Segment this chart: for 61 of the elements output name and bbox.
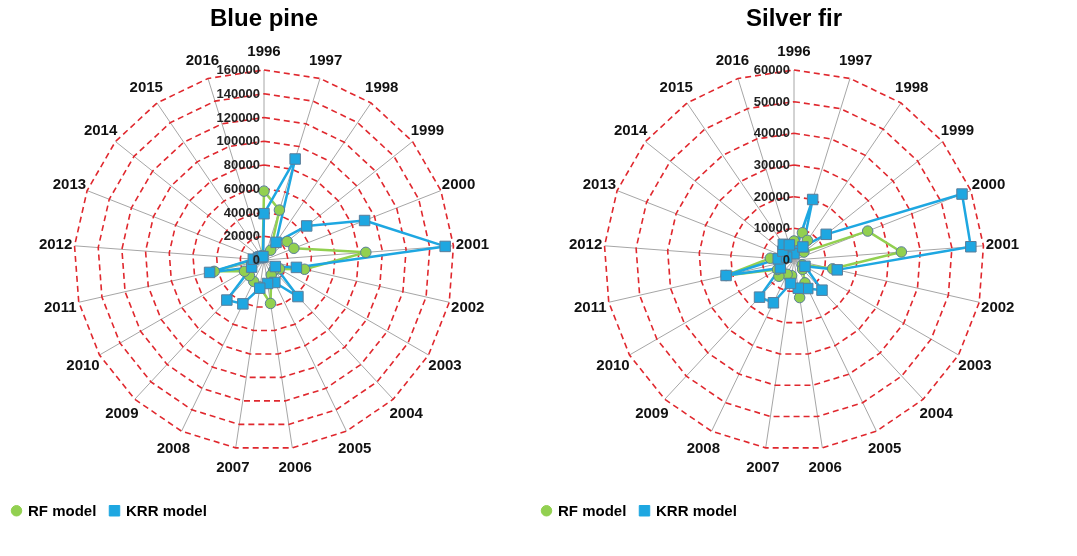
spoke-label: 1998 [365, 78, 399, 96]
legend-label: RF model [558, 501, 627, 519]
spoke-label: 2012 [568, 235, 603, 253]
spoke-label: 2004 [919, 404, 954, 422]
spoke-label: 2003 [428, 355, 462, 373]
y-tick-label: 20000 [223, 228, 260, 244]
spoke-label: 2015 [659, 78, 693, 96]
spoke-label: 2000 [441, 174, 476, 192]
spoke-label: 2016 [715, 51, 750, 69]
y-tick-label: 120000 [216, 109, 260, 125]
spoke-label: 1997 [838, 51, 873, 69]
y-tick-label: 40000 [753, 125, 790, 141]
spoke-label: 2002 [451, 297, 485, 315]
y-tick-label: 0 [252, 252, 260, 267]
spoke-label: 2010 [596, 355, 630, 373]
spoke-label: 2007 [216, 457, 250, 475]
spoke-label: 2007 [746, 457, 780, 475]
spoke-label: 1996 [777, 42, 811, 59]
y-tick-label: 30000 [753, 157, 790, 172]
spoke-label: 2004 [389, 404, 424, 422]
spoke-label: 2008 [156, 439, 191, 457]
spoke-label: 1996 [247, 42, 281, 59]
y-tick-label: 10000 [753, 220, 790, 236]
spoke-label: 2013 [52, 174, 87, 192]
spoke-label: 2005 [867, 439, 902, 457]
spoke-label: 2011 [43, 297, 77, 315]
y-tick-label: 60000 [223, 180, 260, 196]
y-tick-label: 140000 [216, 85, 260, 101]
spoke-label: 2011 [573, 297, 607, 315]
spoke-label: 2002 [981, 297, 1015, 315]
spoke-label: 1999 [410, 120, 445, 138]
spoke-label: 2012 [38, 235, 73, 253]
spoke-label: 2001 [985, 235, 1020, 253]
spoke-label: 2009 [635, 404, 669, 422]
spoke-label: 2014 [613, 120, 648, 138]
legend-label: KRR model [656, 501, 737, 519]
y-tick-label: 60000 [753, 62, 790, 77]
spoke-label: 1998 [895, 78, 929, 96]
y-tick-label: 100000 [216, 133, 260, 149]
y-tick-label: 80000 [223, 157, 260, 172]
spoke-label: 2005 [337, 439, 372, 457]
spoke-label: 2013 [582, 174, 617, 192]
y-tick-label: 50000 [753, 93, 790, 109]
legend-label: RF model [28, 501, 97, 519]
spoke-label: 2015 [129, 78, 163, 96]
y-tick-label: 0 [782, 252, 790, 267]
legend-label: KRR model [126, 501, 207, 519]
spoke-label: 2009 [105, 404, 139, 422]
y-tick-label: 20000 [753, 188, 790, 204]
spoke-label: 2003 [958, 355, 992, 373]
spoke-label: 2010 [66, 355, 100, 373]
spoke-label: 1997 [308, 51, 343, 69]
spoke-label: 2006 [278, 457, 312, 475]
chart-title: Blue pine [209, 4, 319, 31]
spoke-label: 2006 [808, 457, 842, 475]
spoke-label: 2000 [971, 174, 1006, 192]
spoke-label: 2001 [455, 235, 490, 253]
spoke-label: 2014 [83, 120, 118, 138]
spoke-label: 1999 [940, 120, 975, 138]
spoke-label: 2008 [686, 439, 721, 457]
chart-title: Silver fir [745, 4, 843, 31]
